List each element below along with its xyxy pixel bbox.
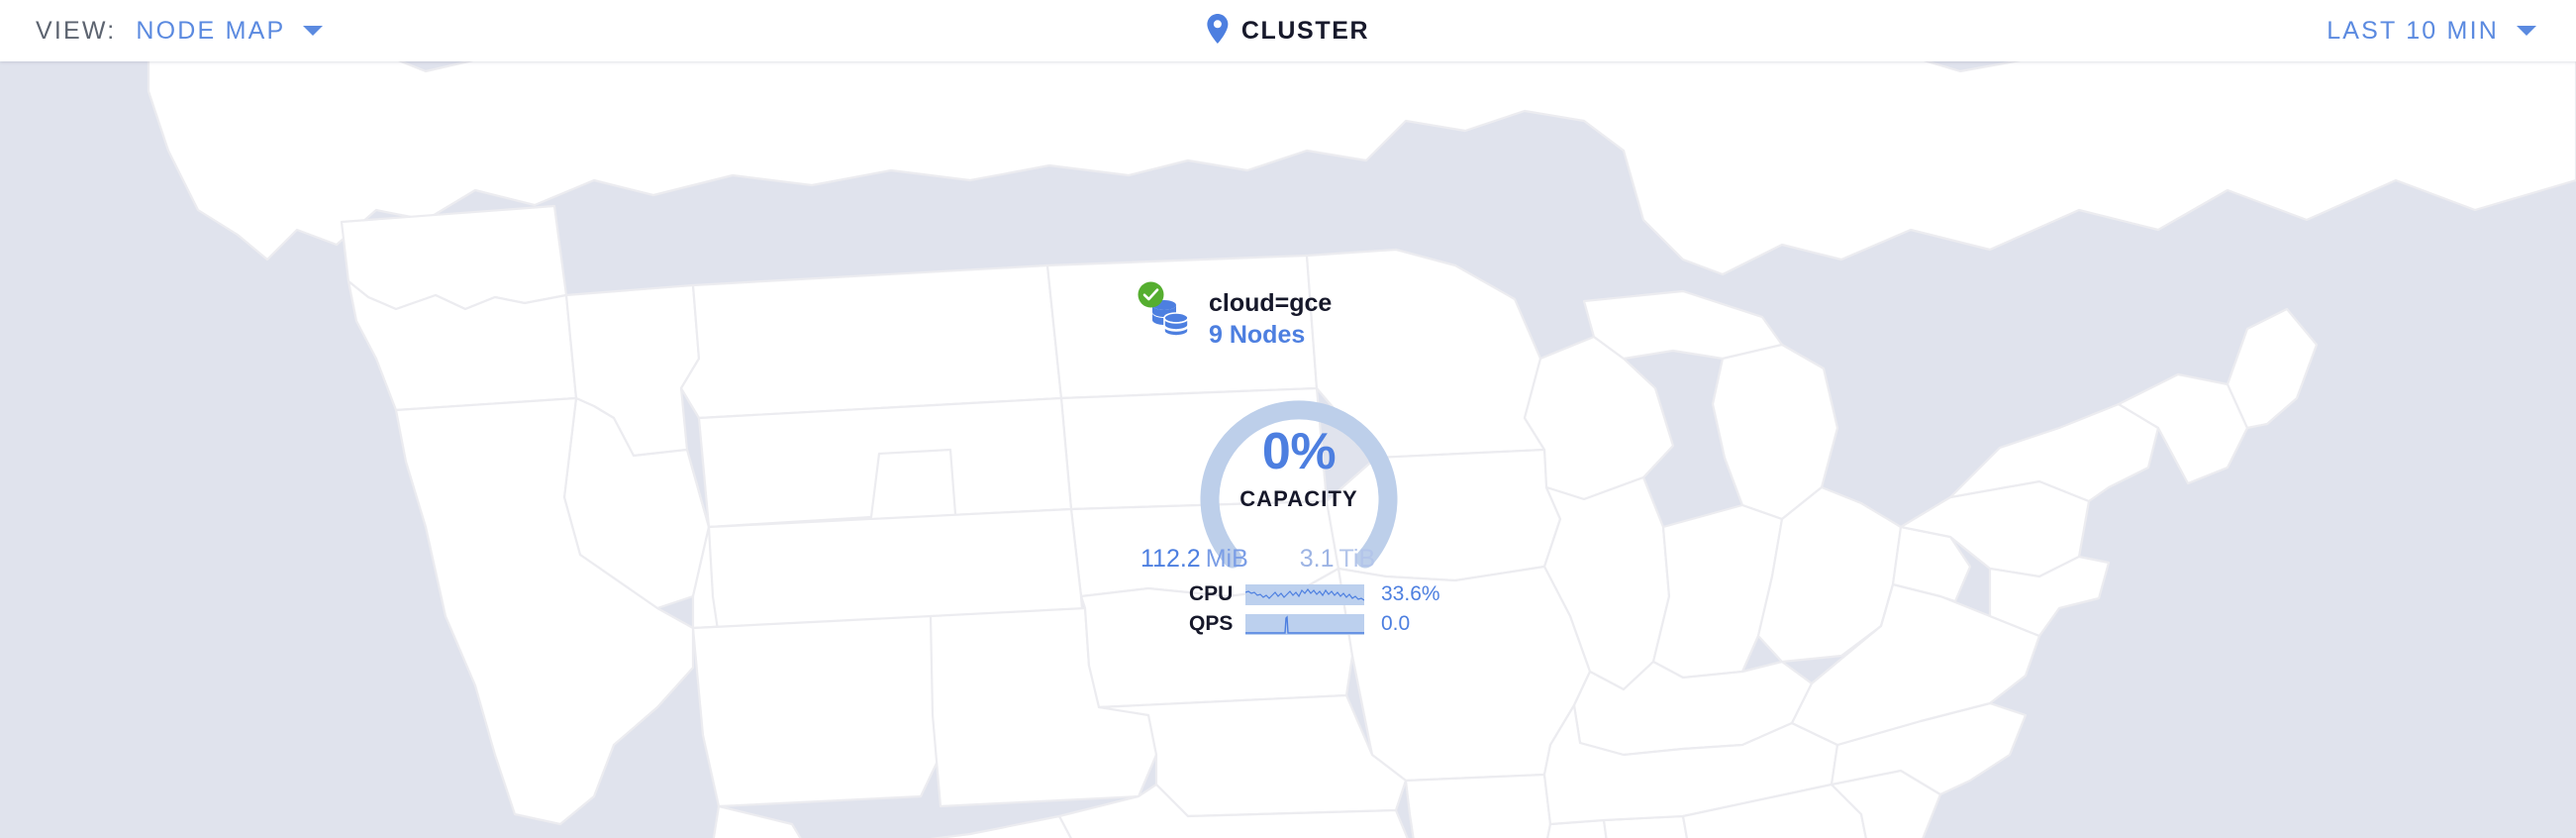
locality-text-group: cloud=gce 9 Nodes bbox=[1209, 283, 1332, 351]
state-oregon bbox=[347, 279, 578, 412]
cluster-locality-widget[interactable]: cloud=gce 9 Nodes 0% CAPACITY 112.2 MiB 3… bbox=[1138, 281, 1470, 635]
locality-node-group[interactable]: cloud=gce 9 Nodes bbox=[1138, 281, 1332, 351]
capacity-used-value: 112.2 bbox=[1140, 545, 1201, 573]
state-tennessee bbox=[1542, 703, 1839, 826]
chevron-down-icon[interactable] bbox=[2517, 26, 2536, 36]
gauge-percent-value: 0% bbox=[1261, 423, 1337, 480]
state-arizona bbox=[691, 614, 942, 808]
capacity-values-row: 112.2 MiB 3.1 TiB bbox=[1140, 545, 1437, 574]
state-washington bbox=[340, 204, 568, 311]
map-canvas[interactable] bbox=[0, 61, 2576, 838]
node-count-label[interactable]: 9 Nodes bbox=[1209, 320, 1306, 349]
gauge-center-labels: 0% CAPACITY bbox=[1187, 426, 1411, 512]
state-maine bbox=[2226, 307, 2319, 430]
node-icon-box bbox=[1138, 281, 1195, 341]
check-circle-icon bbox=[1138, 281, 1164, 308]
cpu-sparkline bbox=[1245, 583, 1364, 605]
metric-row[interactable]: CPU 33.6% bbox=[1189, 580, 1466, 608]
time-range-value[interactable]: LAST 10 MIN bbox=[2327, 16, 2499, 45]
landmass-group bbox=[147, 61, 2576, 838]
state-california bbox=[394, 396, 695, 826]
state-new-york bbox=[1948, 402, 2160, 503]
gauge-caption: CAPACITY bbox=[1239, 486, 1358, 511]
metric-label: QPS bbox=[1189, 612, 1234, 635]
capacity-used-unit: MiB bbox=[1205, 545, 1248, 573]
cluster-title-group: CLUSTER bbox=[1207, 0, 1369, 61]
location-pin-icon bbox=[1207, 13, 1229, 49]
chevron-down-icon[interactable] bbox=[303, 26, 324, 36]
capacity-total-value: 3.1 bbox=[1299, 545, 1335, 573]
state-indiana bbox=[1651, 503, 1784, 680]
mexico-landmass bbox=[930, 814, 1072, 838]
us-map-svg bbox=[0, 61, 2576, 838]
metric-value: 0.0 bbox=[1381, 612, 1411, 635]
state-alabama bbox=[1602, 814, 1688, 838]
state-mississippi bbox=[1546, 818, 1608, 838]
metric-label: CPU bbox=[1189, 582, 1234, 605]
baja-california bbox=[712, 804, 802, 838]
view-selected-value[interactable]: NODE MAP bbox=[136, 16, 286, 45]
state-texas bbox=[1057, 783, 1409, 838]
gauge-track-arc bbox=[1200, 400, 1398, 569]
canada-landmass bbox=[147, 61, 2576, 276]
state-montana bbox=[679, 263, 1063, 420]
qps-sparkline bbox=[1245, 613, 1364, 635]
top-toolbar: VIEW: NODE MAP CLUSTER LAST 10 MIN bbox=[0, 0, 2576, 61]
state-arkansas bbox=[1404, 773, 1552, 838]
state-west-virginia bbox=[1879, 525, 1972, 628]
time-range-selector[interactable]: LAST 10 MIN bbox=[2327, 0, 2536, 61]
view-selector[interactable]: VIEW: NODE MAP bbox=[36, 0, 324, 61]
capacity-total-unit: TiB bbox=[1338, 545, 1376, 573]
locality-label: cloud=gce bbox=[1209, 289, 1333, 317]
metric-row[interactable]: QPS 0.0 bbox=[1189, 610, 1466, 638]
capacity-total: 3.1 TiB bbox=[1300, 545, 1375, 574]
state-maryland-delaware bbox=[1988, 555, 2111, 638]
metric-value: 33.6% bbox=[1381, 582, 1440, 605]
view-label: VIEW: bbox=[36, 16, 117, 45]
state-new-england bbox=[2117, 372, 2249, 485]
capacity-used: 112.2 MiB bbox=[1140, 545, 1248, 574]
page-title: CLUSTER bbox=[1240, 16, 1370, 45]
metrics-list: CPU 33.6% QPS 0.0 bbox=[1189, 580, 1466, 640]
capacity-gauge[interactable]: 0% CAPACITY bbox=[1187, 374, 1411, 571]
